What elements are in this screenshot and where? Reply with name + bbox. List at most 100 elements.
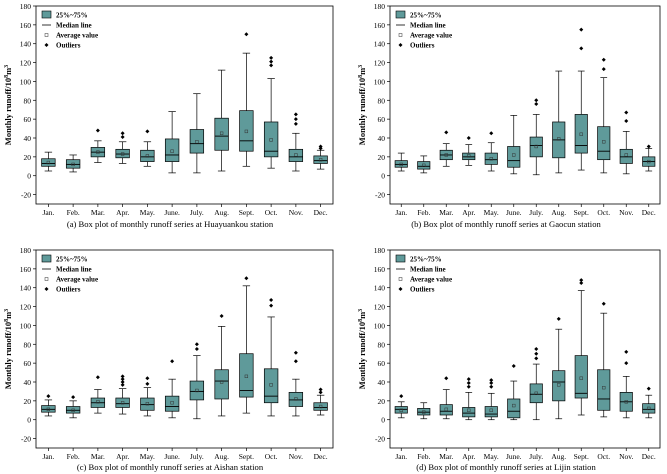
outlier-point	[399, 394, 404, 399]
iqr-box	[462, 407, 476, 418]
x-tick-label: Mar.	[91, 208, 105, 217]
legend-mean-swatch	[398, 277, 403, 281]
y-tick-label: 160	[20, 21, 32, 30]
mean-marker	[195, 140, 199, 144]
legend-outlier-label: Outliers	[410, 42, 435, 50]
x-tick-label: Aug.	[551, 208, 566, 217]
outlier-point	[269, 297, 274, 302]
x-tick-label: Apr.	[116, 208, 129, 217]
mean-marker	[467, 154, 471, 158]
box-plot-panel-3: -20 0 20 40 60 80 100 120 140 160 180 Monthly runof…	[357, 246, 661, 461]
box-june	[164, 359, 180, 419]
legend-box-swatch	[41, 254, 52, 263]
mean-marker	[145, 154, 150, 158]
box-sept	[574, 27, 588, 171]
iqr-box	[484, 152, 498, 165]
iqr-box	[164, 395, 180, 412]
x-tick-label: June.	[506, 208, 522, 217]
mean-marker	[96, 150, 100, 154]
x-tick-label: Jan.	[395, 452, 407, 461]
outlier-point	[511, 363, 516, 368]
box-mar	[90, 375, 106, 414]
x-tick-label: Mar.	[439, 208, 453, 217]
iqr-box	[164, 138, 180, 162]
outlier-point	[624, 110, 629, 115]
mean-marker	[579, 376, 583, 380]
mean-marker	[512, 403, 516, 408]
x-tick-label: Feb.	[67, 452, 80, 461]
outlier-point	[534, 98, 539, 103]
x-tick-label: May.	[484, 208, 499, 217]
outlier-point	[293, 359, 298, 364]
outlier-point	[194, 347, 199, 351]
x-tick-label: June.	[164, 452, 180, 461]
outlier-point	[646, 386, 651, 391]
x-tick-label: Sept.	[239, 452, 254, 461]
y-tick-label: 40	[378, 134, 386, 143]
box-nov	[619, 110, 633, 175]
mean-marker	[624, 153, 628, 157]
outlier-point	[534, 356, 539, 361]
iqr-box	[574, 114, 588, 154]
box-aug	[214, 69, 229, 172]
y-tick-label: 140	[20, 284, 32, 293]
outlier-point	[120, 135, 125, 140]
y-tick-label: 60	[24, 359, 32, 368]
iqr-box	[394, 406, 408, 414]
iqr-box	[552, 370, 566, 402]
box-plot-panel-1: -20 0 20 40 60 80 100 120 140 160 180 Monthly runof…	[357, 2, 661, 217]
outlier-point	[556, 316, 561, 321]
legend-median-label: Median line	[56, 266, 92, 274]
iqr-box	[288, 148, 304, 162]
legend-box-swatch	[41, 10, 52, 19]
outlier-point	[466, 380, 471, 385]
caption-b: (b) Box plot of monthly runoff series at…	[411, 219, 601, 229]
legend-box-label: 25%~75%	[56, 12, 88, 20]
box-apr	[115, 374, 130, 415]
x-tick-label: Sept.	[574, 452, 589, 461]
iqr-box	[115, 397, 130, 408]
x-tick-label: May.	[140, 452, 155, 461]
mean-marker	[444, 153, 448, 157]
y-tick-label: 60	[378, 359, 386, 368]
iqr-box	[529, 136, 543, 158]
iqr-box	[65, 406, 81, 414]
mean-marker	[399, 408, 403, 412]
iqr-box	[41, 158, 56, 167]
y-axis-title: Monthly runoff/108m3	[357, 65, 367, 145]
mean-marker	[244, 129, 249, 134]
y-tick-label: 40	[24, 134, 32, 143]
iqr-box	[263, 121, 279, 158]
mean-marker	[294, 397, 298, 401]
x-tick-label: May.	[140, 208, 155, 217]
box-sept	[239, 32, 254, 167]
x-tick-label: Sept.	[574, 208, 589, 217]
iqr-box	[239, 110, 254, 152]
outlier-point	[601, 301, 606, 306]
box-apr	[462, 377, 476, 421]
outlier-point	[293, 117, 298, 122]
mean-marker	[269, 138, 273, 142]
legend-outlier-label: Outliers	[56, 42, 81, 50]
legend-median-label: Median line	[56, 22, 92, 30]
mean-marker	[120, 401, 125, 405]
mean-marker	[399, 162, 403, 167]
mean-marker	[512, 153, 516, 157]
outlier-point	[293, 112, 298, 117]
box-mar	[439, 130, 453, 167]
y-tick-label: 0	[381, 416, 385, 425]
iqr-box	[189, 129, 205, 154]
y-tick-label: 0	[381, 172, 385, 181]
x-tick-label: Mar.	[91, 452, 105, 461]
box-dec	[642, 386, 656, 419]
iqr-box	[439, 404, 453, 416]
outlier-point	[269, 303, 274, 308]
box-dec	[642, 144, 656, 172]
legend-mean-label: Average value	[56, 32, 98, 40]
outlier-point	[120, 374, 125, 379]
box-july	[529, 347, 543, 421]
mean-marker	[489, 157, 493, 161]
x-tick-label: Apr.	[462, 208, 475, 217]
iqr-box	[313, 402, 328, 411]
